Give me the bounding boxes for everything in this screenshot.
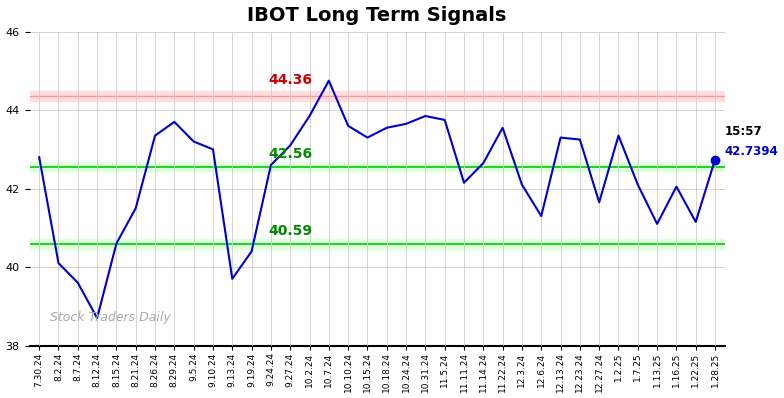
Bar [30, 239, 724, 249]
Text: Stock Traders Daily: Stock Traders Daily [50, 310, 171, 324]
Text: 40.59: 40.59 [268, 224, 312, 238]
Bar [30, 162, 724, 171]
Text: 44.36: 44.36 [268, 73, 312, 88]
Text: 42.7394: 42.7394 [724, 144, 779, 158]
Text: 42.56: 42.56 [268, 147, 312, 161]
Title: IBOT Long Term Signals: IBOT Long Term Signals [248, 6, 506, 25]
Bar [30, 91, 724, 101]
Text: 15:57: 15:57 [724, 125, 762, 138]
